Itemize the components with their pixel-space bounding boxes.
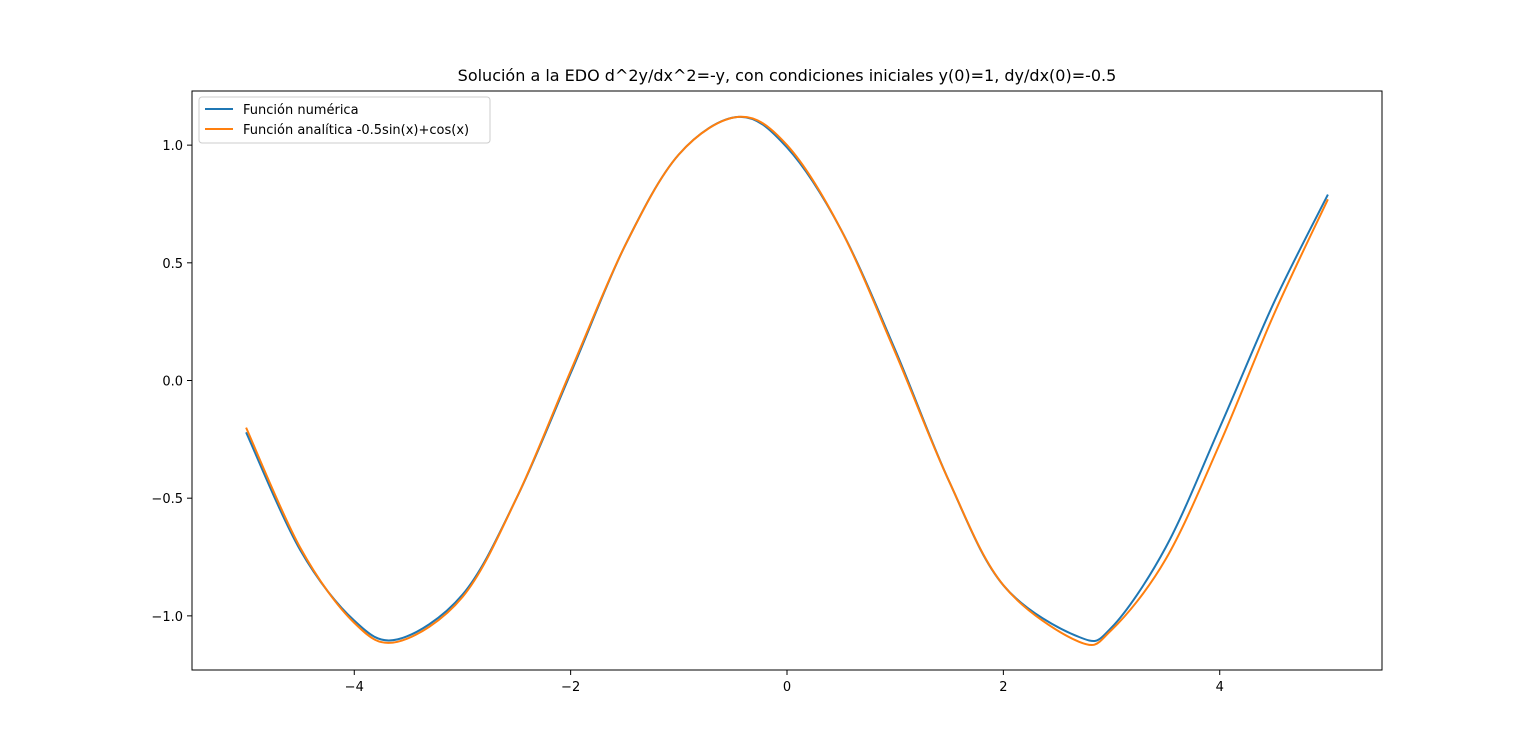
plot-frame xyxy=(191,90,1383,671)
x-tick-label: −2 xyxy=(561,680,580,695)
legend-box xyxy=(198,96,491,144)
x-tick-label: 0 xyxy=(783,680,791,695)
y-tick-label: 0.5 xyxy=(162,257,183,272)
x-tick-label: 2 xyxy=(999,680,1007,695)
y-tick-label: −1.0 xyxy=(151,610,183,625)
series-line-1 xyxy=(245,115,1329,643)
y-tick-label: 0.0 xyxy=(162,375,183,390)
y-axis: −1.0 −0.5 0.0 0.5 1.0 xyxy=(151,139,192,625)
x-tick-label: −4 xyxy=(345,680,364,695)
legend-label-2: Función analítica -0.5sin(x)+cos(x) xyxy=(243,123,469,138)
chart-title: Solución a la EDO d^2y/dx^2=-y, con cond… xyxy=(458,66,1117,85)
plot-area xyxy=(245,115,1329,647)
legend-label-1: Función numérica xyxy=(243,103,359,118)
series-line-2 xyxy=(245,115,1329,647)
y-tick-label: −0.5 xyxy=(151,492,183,507)
x-axis: −4 −2 0 2 4 xyxy=(345,670,1224,695)
y-tick-label: 1.0 xyxy=(162,139,183,154)
legend: Función numérica Función analítica -0.5si… xyxy=(198,96,491,144)
x-tick-label: 4 xyxy=(1216,680,1224,695)
